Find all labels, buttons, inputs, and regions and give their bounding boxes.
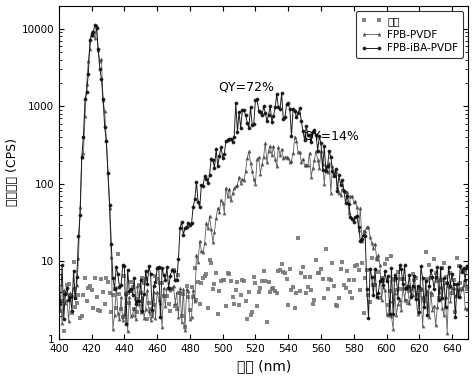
Text: QY=14%: QY=14% (303, 129, 359, 142)
Text: QY=72%: QY=72% (218, 81, 274, 94)
空白 (245, 316, 250, 321)
X-axis label: 波长 (nm): 波长 (nm) (237, 359, 291, 373)
FPB-PVDF (56, 307, 62, 312)
Line: FPB-iBA-PVDF: FPB-iBA-PVDF (57, 23, 470, 326)
FPB-iBA-PVDF (123, 322, 129, 327)
FPB-PVDF (245, 156, 250, 160)
FPB-PVDF (465, 307, 471, 311)
空白 (295, 236, 301, 241)
空白 (307, 275, 312, 280)
空白 (336, 295, 342, 300)
FPB-PVDF (94, 23, 100, 28)
FPB-PVDF (218, 197, 224, 202)
FPB-PVDF (335, 185, 340, 189)
FPB-PVDF (300, 157, 306, 161)
空白 (56, 307, 62, 312)
FPB-iBA-PVDF (56, 300, 62, 304)
FPB-iBA-PVDF (465, 266, 471, 270)
FPB-iBA-PVDF (92, 23, 98, 28)
Line: FPB-PVDF: FPB-PVDF (57, 24, 470, 334)
FPB-iBA-PVDF (336, 173, 342, 178)
Legend: 空白, FPB-PVDF, FPB-iBA-PVDF: 空白, FPB-PVDF, FPB-iBA-PVDF (356, 11, 463, 58)
FPB-iBA-PVDF (302, 138, 308, 143)
FPB-PVDF (444, 330, 450, 335)
空白 (218, 279, 224, 283)
空白 (465, 285, 471, 289)
FPB-PVDF (365, 224, 371, 229)
FPB-iBA-PVDF (246, 126, 252, 130)
FPB-iBA-PVDF (367, 266, 373, 271)
Line: 空白: 空白 (57, 237, 470, 332)
FPB-iBA-PVDF (220, 155, 226, 160)
空白 (61, 329, 66, 333)
空白 (367, 300, 373, 304)
Y-axis label: 荧光强度 (CPS): 荧光强度 (CPS) (6, 138, 18, 206)
FPB-iBA-PVDF (307, 133, 312, 138)
空白 (302, 275, 308, 279)
FPB-PVDF (305, 163, 311, 167)
